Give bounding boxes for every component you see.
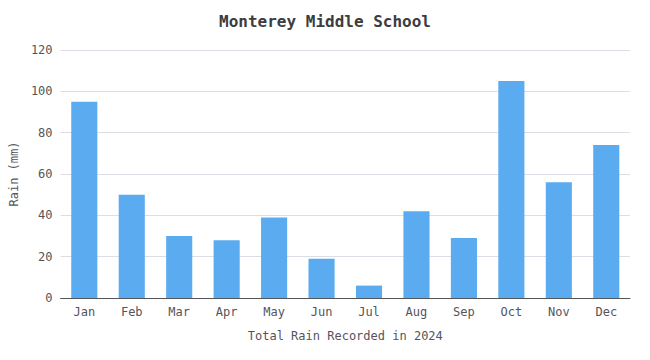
svg-text:Feb: Feb <box>121 305 143 319</box>
svg-text:0: 0 <box>45 291 52 305</box>
svg-text:Sep: Sep <box>453 305 475 319</box>
svg-text:Rain (mm): Rain (mm) <box>7 141 21 206</box>
svg-text:Monterey Middle School: Monterey Middle School <box>219 12 431 31</box>
svg-text:May: May <box>263 305 285 319</box>
svg-text:Dec: Dec <box>595 305 617 319</box>
svg-text:Oct: Oct <box>501 305 523 319</box>
svg-text:Jan: Jan <box>73 305 95 319</box>
svg-text:Total Rain Recorded in 2024: Total Rain Recorded in 2024 <box>248 329 443 343</box>
svg-text:Jul: Jul <box>358 305 380 319</box>
svg-text:80: 80 <box>38 126 52 140</box>
svg-text:Mar: Mar <box>168 305 190 319</box>
svg-text:Nov: Nov <box>548 305 570 319</box>
svg-text:100: 100 <box>31 84 53 98</box>
svg-text:Aug: Aug <box>406 305 428 319</box>
svg-text:Apr: Apr <box>216 305 238 319</box>
svg-text:40: 40 <box>38 208 52 222</box>
svg-text:Jun: Jun <box>311 305 333 319</box>
svg-text:120: 120 <box>31 43 53 57</box>
svg-text:20: 20 <box>38 250 52 264</box>
svg-text:60: 60 <box>38 167 52 181</box>
